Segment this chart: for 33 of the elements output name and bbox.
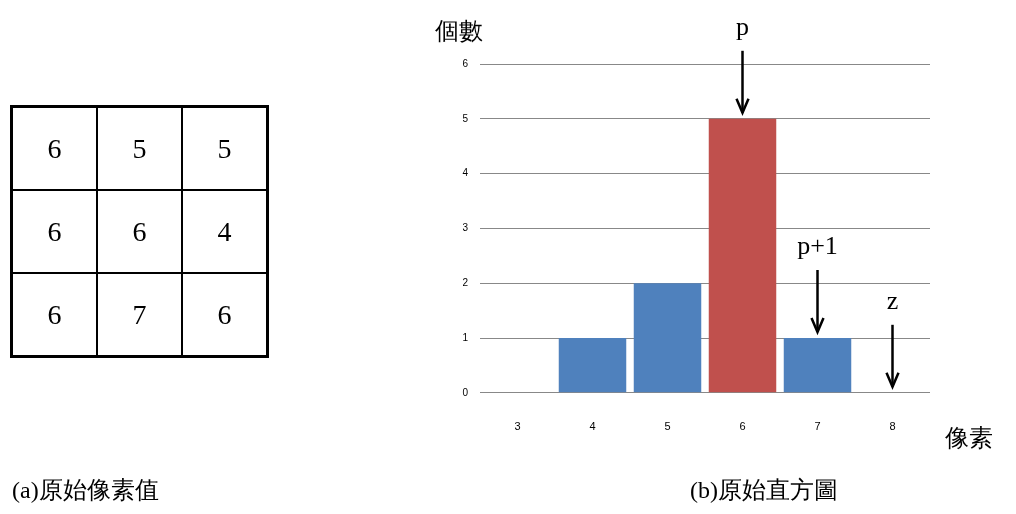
- x-tick-label: 7: [814, 420, 821, 433]
- y-tick-label: 3: [462, 222, 469, 234]
- y-tick-label: 1: [462, 331, 469, 343]
- text: (a)原始像素值: [12, 476, 159, 505]
- data-label: 6: [12, 273, 97, 356]
- x-axis-title: 像素: [945, 425, 993, 452]
- bar: [783, 338, 852, 393]
- annotation: p+1: [797, 230, 838, 260]
- y-tick-label: 5: [462, 112, 469, 124]
- data-label: 6: [12, 107, 97, 190]
- y-tick-label: 6: [462, 57, 469, 69]
- x-tick-label: 4: [589, 420, 596, 433]
- data-label: 4: [182, 190, 267, 273]
- bar: [558, 338, 627, 393]
- data-label: 5: [182, 107, 267, 190]
- bar: [708, 118, 777, 393]
- annotation: p: [736, 11, 749, 41]
- data-label: 6: [97, 190, 182, 273]
- x-tick-label: 3: [514, 420, 521, 433]
- annotation: z: [886, 285, 899, 315]
- y-axis-title: 個數: [435, 18, 483, 45]
- data-label: 6: [182, 273, 267, 356]
- y-tick-label: 0: [462, 386, 469, 398]
- y-tick-label: 4: [462, 167, 469, 179]
- x-tick-label: 6: [739, 420, 746, 433]
- x-tick-label: 5: [664, 420, 671, 433]
- y-tick-label: 2: [462, 276, 469, 288]
- bar: [633, 283, 702, 393]
- data-label: 7: [97, 273, 182, 356]
- x-tick-label: 8: [889, 420, 896, 433]
- text: (b)原始直方圖: [690, 476, 838, 505]
- data-label: 6: [12, 190, 97, 273]
- data-label: 5: [97, 107, 182, 190]
